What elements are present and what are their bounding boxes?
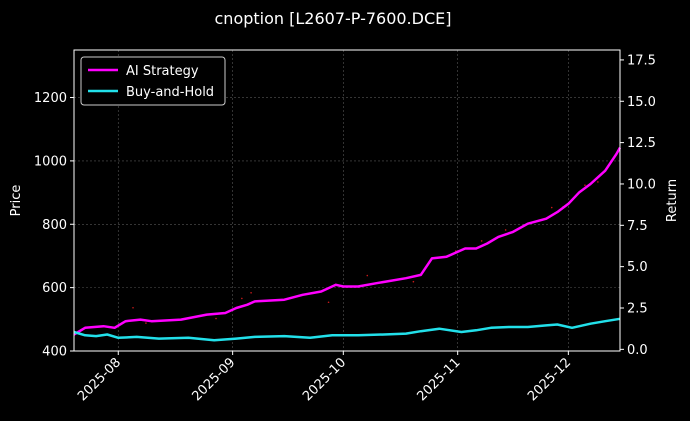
scatter-point <box>597 181 599 183</box>
series-line-buy-and-hold <box>73 317 621 342</box>
right-tick-label: 7.5 <box>627 219 648 234</box>
left-tick-label: 1200 <box>34 91 67 106</box>
scatter-point <box>550 206 553 209</box>
scatter-point <box>145 322 147 324</box>
legend: AI Strategy Buy-and-Hold <box>80 56 226 106</box>
scatter-point <box>215 317 217 320</box>
series-line-ai-strategy <box>73 146 622 336</box>
scatter-point <box>241 297 243 300</box>
legend-label-ai-strategy: AI Strategy <box>126 64 199 79</box>
left-axis-label: Price <box>9 185 24 217</box>
left-tick-label: 1000 <box>34 154 67 169</box>
right-tick-label: 2.5 <box>627 302 648 317</box>
scatter-point <box>480 240 483 242</box>
right-axis-ticks: 0.0 2.5 5.0 7.5 10.0 12.5 15.0 17.5 <box>620 53 656 358</box>
scatter-point <box>250 291 252 294</box>
scatter-point <box>584 184 586 186</box>
scatter-point <box>327 301 330 304</box>
right-tick-label: 17.5 <box>627 53 656 68</box>
right-tick-label: 10.0 <box>627 177 656 192</box>
right-tick-label: 15.0 <box>627 95 656 110</box>
left-tick-label: 400 <box>42 345 67 360</box>
left-tick-label: 600 <box>42 281 67 296</box>
plot-frame <box>73 49 621 352</box>
right-axis-label: Return <box>665 179 680 222</box>
scatter-point <box>132 306 134 309</box>
legend-label-buy-and-hold: Buy-and-Hold <box>126 85 214 100</box>
series-lines <box>73 146 622 342</box>
right-tick-label: 12.5 <box>627 136 656 151</box>
left-tick-label: 800 <box>42 218 67 233</box>
scatter-point <box>366 274 369 277</box>
right-tick-label: 0.0 <box>627 343 648 358</box>
right-tick-label: 5.0 <box>627 260 648 275</box>
chart-title: cnoption [L2607-P-7600.DCE] <box>215 9 452 28</box>
scatter-point <box>504 229 507 231</box>
left-axis-ticks: 400 600 800 1000 1200 <box>34 91 74 360</box>
scatter-point <box>412 280 415 283</box>
